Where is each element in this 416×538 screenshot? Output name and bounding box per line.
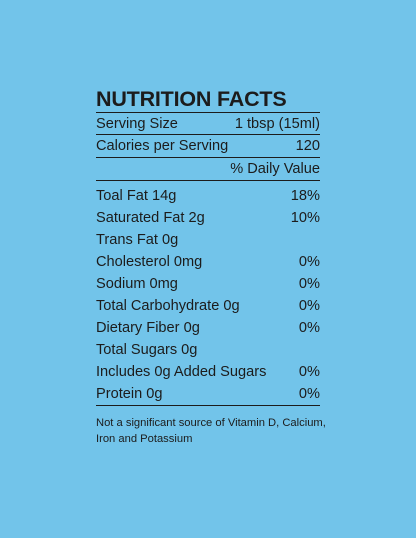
nutrient-row: Includes 0g Added Sugars 0% — [96, 361, 320, 383]
nutrient-daily-value: 10% — [290, 210, 320, 226]
serving-divider — [96, 134, 320, 135]
nutrient-row: Total Sugars 0g — [96, 339, 320, 361]
nutrient-name: Dietary Fiber 0g — [96, 320, 200, 336]
nutrient-daily-value: 18% — [290, 188, 320, 204]
nutrient-daily-value: 0% — [298, 276, 320, 292]
calories-label: Calories per Serving — [96, 138, 229, 154]
nutrient-row: Dietary Fiber 0g 0% — [96, 317, 320, 339]
serving-size-value: 1 tbsp (15ml) — [234, 115, 320, 132]
footnote-divider — [96, 405, 320, 406]
footnote-text: Not a significant source of Vitamin D, C… — [96, 417, 326, 445]
nutrition-facts-panel: NUTRITION FACTS Serving Size 1 tbsp (15m… — [96, 87, 326, 447]
nutrient-name: Saturated Fat 2g — [96, 210, 205, 226]
nutrient-row: Toal Fat 14g 18% — [96, 185, 320, 207]
nutrient-name: Trans Fat 0g — [96, 232, 179, 248]
daily-value-header: % Daily Value — [230, 161, 320, 177]
nutrient-row: Protein 0g 0% — [96, 383, 320, 405]
nutrient-name: Sodium 0mg — [96, 276, 178, 292]
daily-value-divider — [96, 180, 320, 181]
nutrient-row: Cholesterol 0mg 0% — [96, 251, 320, 273]
nutrient-row: Sodium 0mg 0% — [96, 273, 320, 295]
nutrient-row: Total Carbohydrate 0g 0% — [96, 295, 320, 317]
calories-value: 120 — [295, 138, 320, 154]
nutrient-daily-value: 0% — [298, 254, 320, 270]
nutrient-name: Total Sugars 0g — [96, 342, 198, 358]
nutrient-name: Total Carbohydrate 0g — [96, 298, 240, 314]
nutrient-daily-value: 0% — [298, 298, 320, 314]
daily-value-header-row: % Daily Value — [96, 158, 320, 180]
calories-divider — [96, 157, 320, 158]
nutrient-row: Trans Fat 0g — [96, 229, 320, 251]
nutrient-daily-value: 0% — [298, 386, 320, 402]
nutrient-name: Toal Fat 14g — [96, 188, 177, 204]
nutrient-daily-value: 0% — [298, 320, 320, 336]
nutrition-facts-title: NUTRITION FACTS — [96, 87, 287, 111]
serving-size-row: Serving Size 1 tbsp (15ml) — [96, 113, 320, 134]
nutrient-daily-value: 0% — [298, 364, 320, 380]
nutrient-name: Includes 0g Added Sugars — [96, 364, 267, 380]
calories-row: Calories per Serving 120 — [96, 135, 320, 157]
serving-size-label: Serving Size — [96, 115, 178, 132]
nutrient-name: Cholesterol 0mg — [96, 254, 203, 270]
nutrient-name: Protein 0g — [96, 386, 163, 402]
title-divider — [96, 112, 320, 113]
nutrient-row: Saturated Fat 2g 10% — [96, 207, 320, 229]
